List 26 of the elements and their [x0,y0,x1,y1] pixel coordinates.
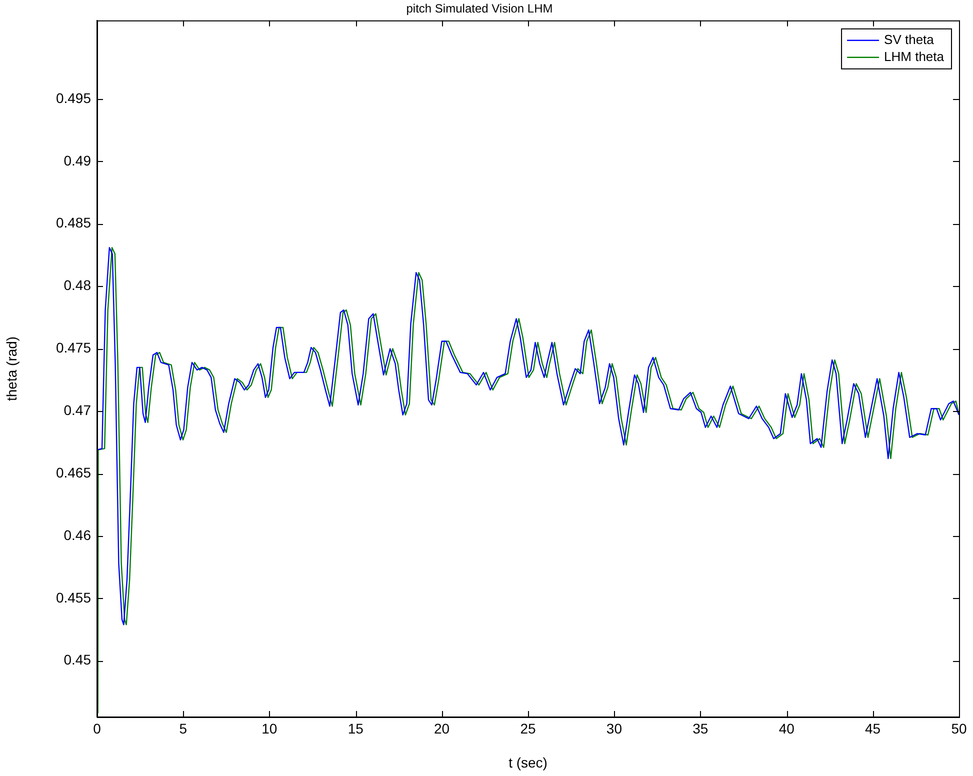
x-tick-label: 35 [692,720,708,736]
y-tick-label: 0.47 [64,402,92,418]
x-tick-label: 30 [606,720,622,736]
y-tick-label: 0.49 [64,152,92,168]
y-tick-label: 0.455 [56,589,92,606]
y-tick-label: 0.465 [56,464,92,480]
y-tick-label: 0.48 [64,277,92,294]
x-tick-label: 10 [262,720,278,736]
y-axis-title: theta (rad) [3,336,20,401]
y-tick-label: 0.475 [56,340,92,356]
y-tick-label: 0.46 [64,526,92,543]
x-tick-label: 15 [348,720,364,736]
x-tick-label: 50 [951,720,967,736]
y-tick-label: 0.45 [64,652,92,668]
x-tick-label: 0 [93,720,102,736]
x-tick-label: 20 [434,720,450,736]
x-tick-label: 25 [520,720,536,736]
y-tick-label: 0.485 [56,214,92,231]
x-axis-title: t (sec) [508,754,548,770]
chart-title: pitch Simulated Vision LHM [406,2,553,16]
legend-label: LHM theta [884,48,945,64]
y-tick-label: 0.495 [56,90,92,106]
x-tick-label: 45 [865,720,881,736]
legend-label: SV theta [884,32,935,47]
x-tick-label: 5 [179,720,188,736]
x-tick-label: 40 [778,720,795,736]
